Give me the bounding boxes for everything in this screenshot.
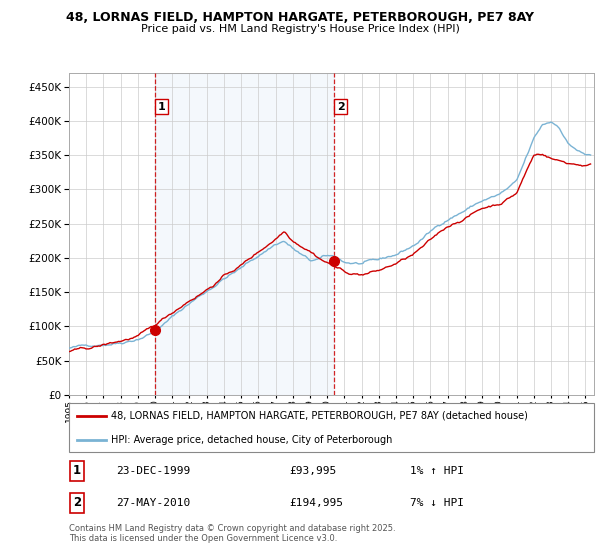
Text: 48, LORNAS FIELD, HAMPTON HARGATE, PETERBOROUGH, PE7 8AY: 48, LORNAS FIELD, HAMPTON HARGATE, PETER…: [66, 11, 534, 24]
Text: 1: 1: [73, 464, 81, 477]
FancyBboxPatch shape: [69, 403, 594, 452]
Text: 7% ↓ HPI: 7% ↓ HPI: [410, 498, 464, 508]
Text: 48, LORNAS FIELD, HAMPTON HARGATE, PETERBOROUGH, PE7 8AY (detached house): 48, LORNAS FIELD, HAMPTON HARGATE, PETER…: [111, 411, 528, 421]
Text: Price paid vs. HM Land Registry's House Price Index (HPI): Price paid vs. HM Land Registry's House …: [140, 24, 460, 34]
Text: £93,995: £93,995: [290, 466, 337, 476]
Text: 1: 1: [157, 101, 165, 111]
Bar: [155, 73, 334, 395]
Text: Contains HM Land Registry data © Crown copyright and database right 2025.
This d: Contains HM Land Registry data © Crown c…: [69, 524, 395, 543]
Text: HPI: Average price, detached house, City of Peterborough: HPI: Average price, detached house, City…: [111, 435, 392, 445]
Text: 2: 2: [337, 101, 344, 111]
Text: 1% ↑ HPI: 1% ↑ HPI: [410, 466, 464, 476]
Text: 23-DEC-1999: 23-DEC-1999: [116, 466, 191, 476]
Text: 27-MAY-2010: 27-MAY-2010: [116, 498, 191, 508]
Text: £194,995: £194,995: [290, 498, 343, 508]
Text: 2: 2: [73, 496, 81, 510]
